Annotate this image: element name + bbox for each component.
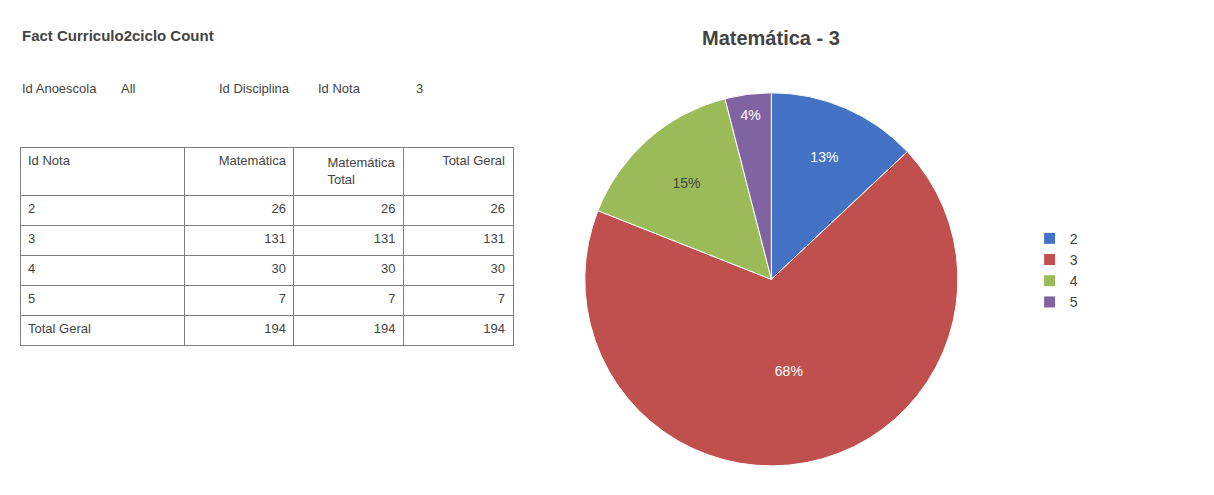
svg-text:26: 26 bbox=[381, 201, 395, 216]
svg-text:4: 4 bbox=[28, 261, 35, 276]
svg-text:Id Anoescola: Id Anoescola bbox=[22, 81, 97, 96]
svg-text:131: 131 bbox=[264, 231, 286, 246]
svg-text:7: 7 bbox=[498, 291, 505, 306]
svg-text:Id Disciplina: Id Disciplina bbox=[219, 81, 290, 96]
svg-text:5: 5 bbox=[1070, 294, 1078, 310]
svg-text:5: 5 bbox=[28, 291, 35, 306]
svg-text:7: 7 bbox=[279, 291, 286, 306]
svg-text:Fact Curriculo2ciclo Count: Fact Curriculo2ciclo Count bbox=[22, 27, 214, 44]
svg-text:7: 7 bbox=[388, 291, 395, 306]
svg-text:Id Nota: Id Nota bbox=[28, 153, 71, 168]
svg-text:MatemáticaTotal: MatemáticaTotal bbox=[327, 155, 395, 187]
svg-text:Total Geral: Total Geral bbox=[28, 321, 91, 336]
svg-text:15%: 15% bbox=[672, 175, 700, 191]
svg-text:Total Geral: Total Geral bbox=[442, 153, 505, 168]
svg-text:Id Nota: Id Nota bbox=[318, 81, 361, 96]
svg-text:2: 2 bbox=[1070, 231, 1078, 247]
svg-text:26: 26 bbox=[491, 201, 505, 216]
svg-text:30: 30 bbox=[381, 261, 395, 276]
svg-text:3: 3 bbox=[28, 231, 35, 246]
svg-text:2: 2 bbox=[28, 201, 35, 216]
svg-text:194: 194 bbox=[374, 321, 396, 336]
svg-text:4%: 4% bbox=[740, 107, 760, 123]
svg-text:4: 4 bbox=[1070, 273, 1078, 289]
svg-text:All: All bbox=[121, 81, 136, 96]
svg-text:131: 131 bbox=[483, 231, 505, 246]
svg-text:Matemática - 3: Matemática - 3 bbox=[702, 27, 840, 49]
svg-text:68%: 68% bbox=[775, 363, 803, 379]
svg-text:26: 26 bbox=[271, 201, 285, 216]
svg-text:13%: 13% bbox=[810, 149, 838, 165]
svg-text:194: 194 bbox=[483, 321, 505, 336]
svg-text:30: 30 bbox=[271, 261, 285, 276]
svg-text:Matemática: Matemática bbox=[219, 153, 287, 168]
svg-text:30: 30 bbox=[491, 261, 505, 276]
svg-text:131: 131 bbox=[374, 231, 396, 246]
svg-text:194: 194 bbox=[264, 321, 286, 336]
svg-text:3: 3 bbox=[1070, 252, 1078, 268]
svg-text:3: 3 bbox=[416, 81, 423, 96]
